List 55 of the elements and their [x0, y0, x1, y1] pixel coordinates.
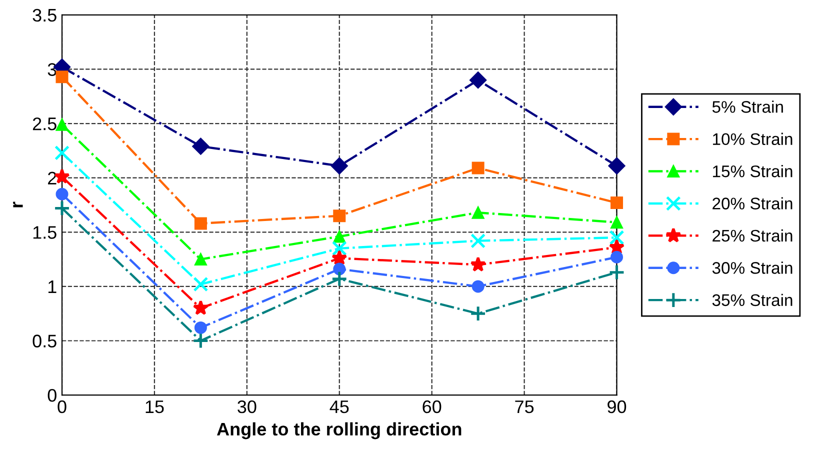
legend-label: 10% Strain [713, 132, 792, 146]
point [193, 276, 208, 292]
point [470, 72, 487, 89]
point [54, 145, 70, 160]
point [333, 262, 346, 276]
point [333, 210, 346, 222]
point [56, 70, 68, 84]
point [56, 118, 68, 131]
point [333, 230, 346, 243]
y-axis-title: r [13, 202, 23, 208]
x-tick-label: 60 [422, 400, 442, 414]
point [54, 200, 70, 216]
legend-label: 15% Strain [713, 165, 792, 178]
y-tick-label: 2.5 [32, 117, 56, 130]
x-tick-label: 30 [238, 400, 256, 414]
point [470, 305, 486, 322]
x-tick-label: 45 [330, 400, 349, 414]
x-tick-label: 75 [515, 400, 534, 414]
point [470, 256, 486, 272]
point [610, 216, 624, 229]
x-tick-label: 90 [608, 400, 626, 414]
legend-label: 5% Strain [712, 100, 783, 113]
y-tick-label: 1.5 [33, 226, 56, 239]
point [472, 280, 484, 293]
point [609, 230, 624, 246]
point [472, 162, 484, 174]
legend-label: 35% Strain [712, 294, 792, 306]
y-tick-label: 0 [48, 388, 56, 402]
y-tick-label: 2 [48, 172, 56, 184]
point [194, 217, 207, 230]
legend-label: 25% Strain [712, 229, 792, 242]
point [332, 250, 348, 266]
x-axis-title: Angle to the rolling direction [216, 422, 462, 440]
legend-label: 20% Strain [712, 197, 792, 210]
point [192, 332, 209, 349]
x-tick-label: 15 [146, 400, 164, 414]
y-tick-label: 1 [48, 280, 56, 293]
point [194, 321, 207, 334]
point [330, 157, 348, 174]
point [610, 196, 624, 210]
point [192, 300, 209, 316]
x-tick-label: 0 [58, 400, 66, 414]
point [331, 270, 348, 288]
y-tick-label: 3.5 [32, 8, 56, 22]
point [194, 253, 207, 266]
point [610, 250, 624, 264]
point [56, 188, 68, 200]
point [608, 157, 626, 174]
point [470, 233, 486, 248]
legend-label: 30% Strain [712, 262, 792, 274]
point [332, 240, 347, 256]
point [192, 138, 210, 155]
point [472, 206, 484, 219]
y-tick-label: 0.5 [32, 334, 56, 348]
point [608, 264, 625, 281]
